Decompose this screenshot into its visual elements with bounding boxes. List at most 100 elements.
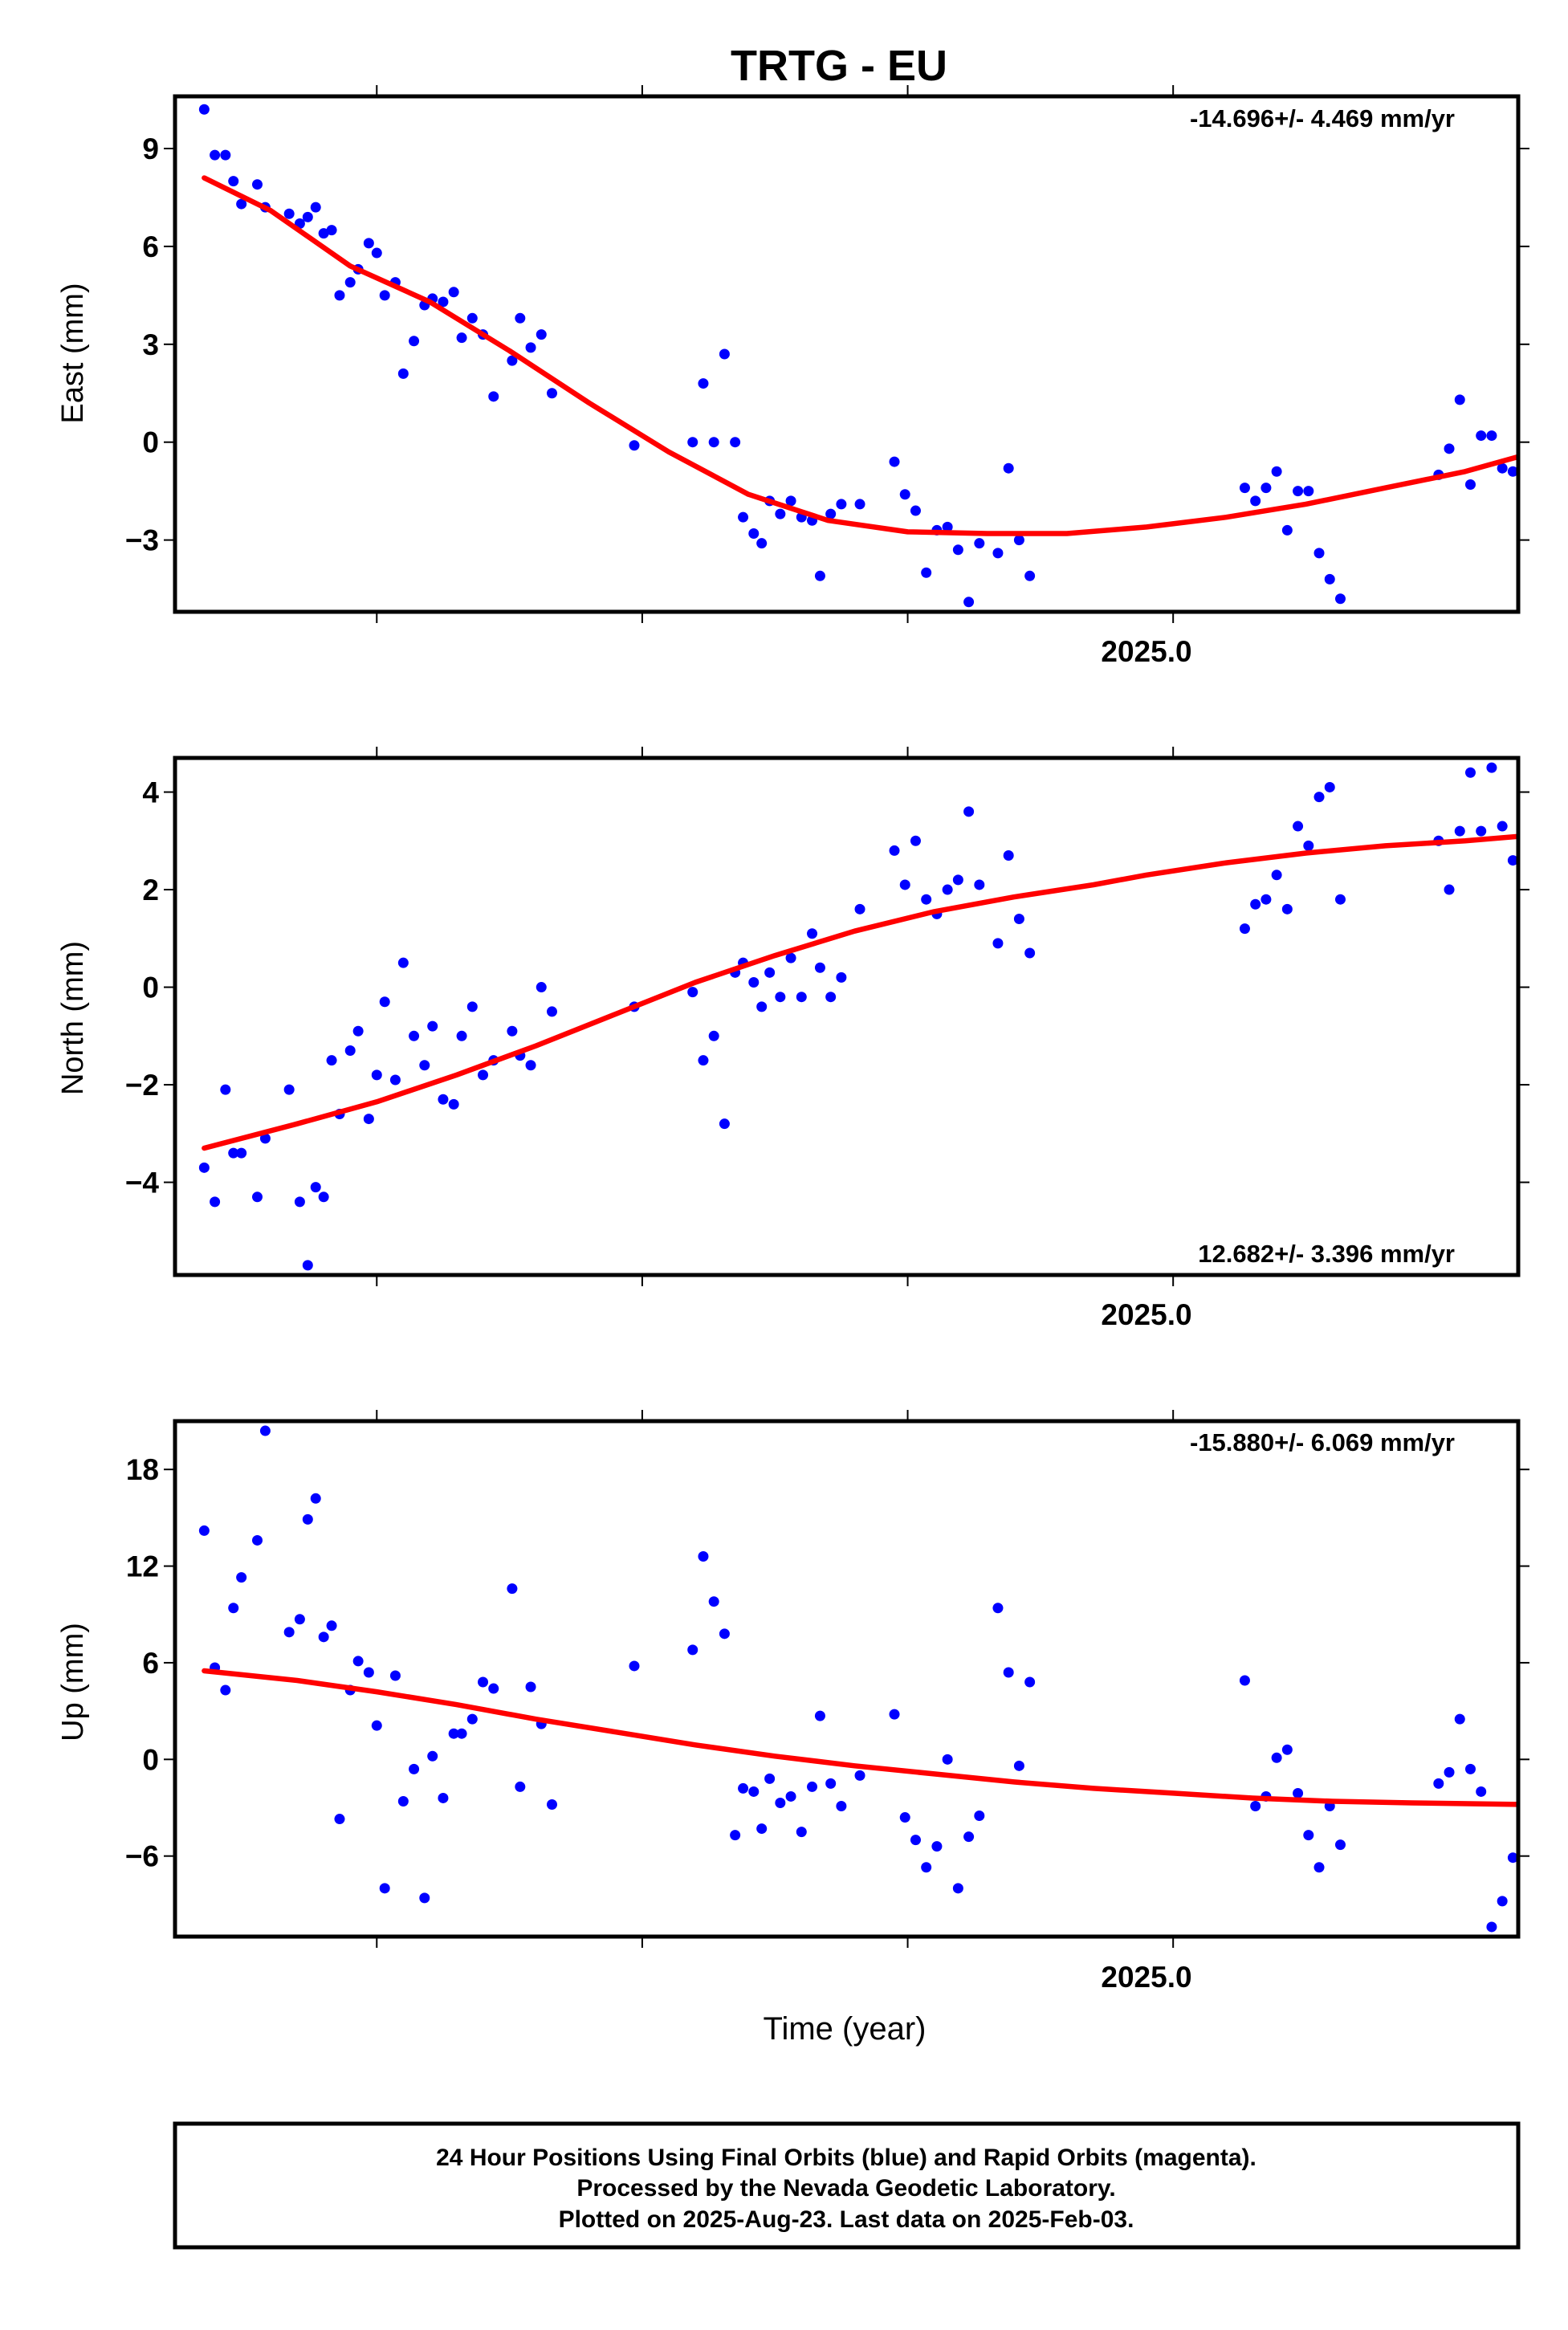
up-data-point [1313, 1862, 1325, 1873]
north-data-point [379, 996, 390, 1008]
page-title: TRTG - EU [731, 42, 947, 90]
east-data-point [546, 388, 557, 399]
up-data-point [389, 1670, 401, 1681]
north-data-point [899, 879, 910, 890]
up-data-point [507, 1583, 518, 1595]
north-data-point [1486, 762, 1497, 773]
up-data-point [283, 1627, 295, 1638]
north-data-point [687, 987, 698, 998]
up-panel: Up (mm) -15.880+/- 6.069 mm/yr 2025.0 −6… [56, 1410, 1529, 1994]
up-data-point [974, 1811, 985, 1822]
up-data-point [220, 1684, 231, 1696]
up-data-point [1013, 1760, 1024, 1771]
north-data-point [318, 1191, 329, 1203]
up-data-point [546, 1798, 557, 1810]
x-axis-label: Time (year) [764, 2011, 927, 2047]
footer-line-3: Plotted on 2025-Aug-23. Last data on 202… [559, 2206, 1134, 2233]
north-ytick-label: 4 [142, 776, 159, 809]
up-data-point [1464, 1763, 1476, 1774]
up-data-point [334, 1814, 345, 1825]
up-data-point [478, 1676, 489, 1688]
east-data-point [963, 597, 975, 608]
north-data-point [294, 1196, 305, 1208]
up-rate-label: -15.880+/- 6.069 mm/yr [1190, 1428, 1455, 1456]
north-data-point [910, 835, 921, 846]
north-data-point [814, 962, 825, 973]
east-data-point [536, 329, 547, 340]
footer-line-2: Processed by the Nevada Geodetic Laborat… [576, 2175, 1115, 2202]
up-x-tick-label: 2025.0 [1101, 1961, 1191, 1994]
north-data-point [220, 1084, 231, 1095]
up-data-point [419, 1892, 430, 1904]
up-data-point [730, 1830, 741, 1841]
north-ytick-label: −2 [125, 1069, 159, 1102]
east-data-point [708, 437, 719, 448]
east-data-point [1303, 486, 1314, 497]
up-ytick-label: 0 [142, 1743, 159, 1776]
east-data-point [992, 548, 1004, 559]
north-data-point [438, 1094, 449, 1105]
north-data-point [764, 967, 776, 978]
east-data-point [942, 521, 953, 532]
east-data-point [1250, 495, 1261, 507]
north-data-point [1261, 894, 1272, 905]
north-data-point [1281, 903, 1293, 914]
north-data-point [1313, 792, 1325, 803]
up-data-point [963, 1831, 975, 1843]
east-data-point [326, 225, 337, 236]
north-data-point [1250, 898, 1261, 910]
east-data-point [889, 456, 900, 467]
north-data-point [698, 1055, 709, 1066]
east-data-point [1444, 443, 1455, 454]
north-data-point [525, 1060, 536, 1071]
east-data-point [466, 312, 478, 324]
up-data-point [228, 1603, 239, 1614]
east-data-point [629, 440, 640, 451]
north-data-point [974, 879, 985, 890]
east-data-point [371, 247, 382, 259]
up-data-point [807, 1781, 818, 1792]
north-data-point [466, 1001, 478, 1012]
east-data-point [409, 336, 420, 347]
north-data-point [210, 1196, 221, 1208]
east-data-point [738, 511, 749, 523]
east-data-point [1003, 462, 1014, 474]
up-ytick-label: 12 [126, 1550, 159, 1583]
north-data-layer [198, 762, 1518, 1271]
north-data-point [310, 1182, 321, 1193]
east-data-point [698, 378, 709, 389]
east-data-point [1271, 466, 1282, 477]
east-data-point [525, 342, 536, 353]
north-data-point [1334, 894, 1346, 905]
north-data-point [1303, 840, 1314, 851]
up-data-point [1486, 1921, 1497, 1933]
north-data-point [889, 845, 900, 856]
up-data-point [488, 1683, 499, 1694]
east-data-point [1293, 486, 1304, 497]
east-data-point [1454, 394, 1465, 405]
east-data-point [438, 296, 449, 308]
north-data-point [952, 874, 963, 886]
east-plot-frame [173, 94, 1521, 614]
up-data-point [796, 1827, 807, 1838]
east-ytick-label: 6 [142, 230, 159, 263]
up-data-point [921, 1862, 932, 1873]
up-data-point [992, 1603, 1004, 1614]
north-data-point [371, 1069, 382, 1081]
north-x-tick-label: 2025.0 [1101, 1298, 1191, 1331]
east-data-point [1334, 593, 1346, 605]
east-data-point [1239, 483, 1250, 494]
east-data-point [836, 499, 847, 510]
north-data-point [825, 992, 837, 1003]
east-data-point [363, 238, 374, 249]
up-data-point [952, 1883, 963, 1894]
up-data-point [1507, 1852, 1518, 1864]
north-data-point [836, 972, 847, 983]
north-data-point [854, 903, 865, 914]
up-data-point [310, 1493, 321, 1504]
north-data-point [1293, 821, 1304, 832]
up-data-point [785, 1790, 796, 1802]
east-data-point [488, 391, 499, 402]
east-data-point [318, 228, 329, 239]
east-data-point [1313, 548, 1325, 559]
